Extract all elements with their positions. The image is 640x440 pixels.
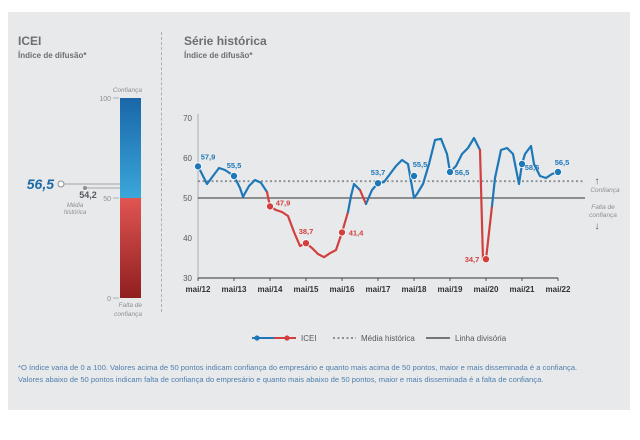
icei-data-label: 55,5 [227,161,242,170]
icei-data-label: 34,7 [465,255,480,264]
icei-data-label: 57,9 [201,152,216,161]
icei-data-point [445,167,454,176]
x-tick-label: mai/14 [258,285,283,294]
icei-data-point [373,179,382,188]
icei-data-label: 55,5 [413,160,428,169]
y-tick-label: 60 [183,154,192,163]
icei-data-point [265,202,274,211]
data-labels: 57,9 55,5 47,9 38,7 41,4 53,7 55,5 56,5 34,7 58,5… [201,152,570,264]
chart-title: Série histórica [184,34,267,48]
icei-line-lack [358,188,368,206]
icei-data-label: 58,5 [525,163,540,172]
side-confidence-label: Confiança [590,187,620,194]
chart-subtitle: Índice de difusão* [184,51,253,60]
icei-data-label: 56,5 [555,158,570,167]
icei-data-label: 53,7 [371,168,386,177]
x-tick-label: mai/19 [438,285,463,294]
footnote: *O índice varia de 0 a 100. Valores acim… [18,362,618,386]
side-lack-label-1: Falta de [591,204,615,211]
footnote-line-1: *O índice varia de 0 a 100. Valores acim… [18,363,578,372]
icei-data-point [554,167,563,176]
y-tick-label: 40 [183,234,192,243]
y-axis: 30 40 50 60 70 [183,114,199,283]
legend-icei-label: ICEI [301,334,317,343]
legend: ICEI Média histórica Linha divisória [252,334,507,343]
icei-line-confidence [364,136,482,206]
chart-panel [8,12,630,410]
legend-icei-swatch [252,335,296,341]
x-tick-label: mai/22 [546,285,571,294]
x-tick-label: mai/16 [330,285,355,294]
icei-data-point [481,255,490,264]
gauge-current-value: 56,5 [27,176,54,192]
reference-lines [198,180,585,199]
icei-line-confidence [490,144,560,208]
panel-divider [161,32,162,312]
x-tick-label: mai/20 [474,285,499,294]
y-tick-label: 50 [183,194,192,203]
x-tick-label: mai/12 [186,285,211,294]
gauge-subtitle: Índice de difusão* [18,51,87,60]
x-axis: mai/12 mai/13 mai/14 mai/15 mai/16 mai/17 mai/… [186,277,571,294]
gauge-confidence-bar [120,98,141,198]
gauge-average-label-1: Média [67,203,84,209]
icei-data-label: 47,9 [276,198,291,207]
y-tick-label: 70 [183,114,192,123]
x-tick-label: mai/21 [510,285,535,294]
icei-line-confidence [196,165,269,198]
up-arrow-icon: ↑ [595,176,600,187]
icei-data-point [229,171,238,180]
icei-data-label: 41,4 [349,228,364,237]
gauge-average-value: 54,2 [79,190,97,200]
legend-average-label: Média histórica [361,334,415,343]
gauge-bottom-label-1: Falta de [119,302,143,309]
gauge-lack-bar [120,198,141,298]
icei-data-label: 56,5 [455,168,470,177]
gauge-tick-label-top: 100 [99,96,111,103]
gauge-bottom-label-2: confiança [114,311,142,318]
down-arrow-icon: ↓ [595,221,600,232]
gauge-top-label: Confiança [113,87,143,94]
gauge-average-label-2: histórica [64,210,87,216]
icei-line-confidence [346,182,362,214]
icei-data-label: 38,7 [299,227,314,236]
legend-divider-label: Linha divisória [455,334,507,343]
gauge-title: ICEI [18,34,42,48]
icei-data-point [518,159,527,168]
icei-line-lack [478,148,494,262]
icei-data-point [337,228,346,237]
x-tick-label: mai/18 [402,285,427,294]
y-tick-label: 30 [183,274,192,283]
gauge-tick-label-bottom: 0 [107,296,111,303]
side-indicators: ↑ Confiança Falta de confiança ↓ [589,176,620,232]
icei-data-point [301,239,310,248]
icei-series [193,136,563,264]
gauge: 100 50 0 Confiança Falta de confiança 56… [27,87,143,318]
x-tick-label: mai/13 [222,285,247,294]
footnote-line-2: Valores abaixo de 50 pontos indicam falt… [18,375,544,384]
gauge-tick-label-mid: 50 [103,196,111,203]
icei-data-point [193,162,202,171]
x-tick-label: mai/17 [366,285,391,294]
side-lack-label-2: confiança [589,212,617,219]
icei-data-point [409,171,418,180]
x-tick-label: mai/15 [294,285,319,294]
